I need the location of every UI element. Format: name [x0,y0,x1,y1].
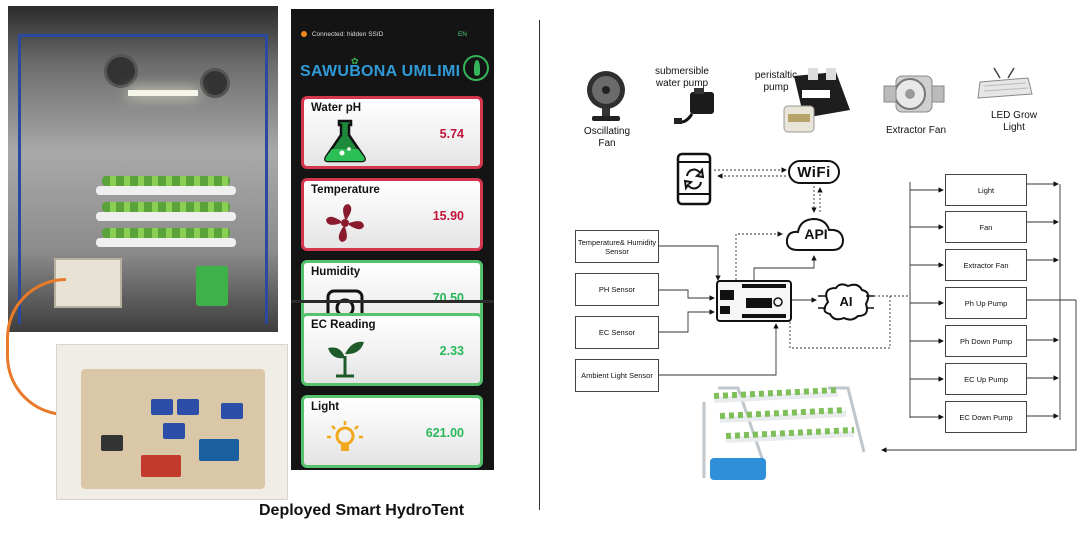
connection-status: Connected: hidden SSID [311,31,384,38]
oscillating-fan-icon [587,71,625,121]
wifi-node: WiFi [788,160,840,184]
led-grow-light-icon [977,67,1033,99]
extractor-fan-label: Extractor Fan [885,125,947,136]
light-bulb-icon [327,421,363,451]
peristaltic-pump-label: peristaltic pump [754,70,798,93]
arduino-board-icon [716,280,792,322]
wifi-label: WiFi [797,163,831,181]
tree-logo-icon [463,55,489,81]
submersible-pump-icon [674,88,714,124]
leaf-icon: ✿ [351,56,359,66]
mobile-app-screen: Connected: hidden SSID EN ✿ SAWUBONA UML… [291,9,494,470]
controller-board-area [81,369,265,489]
nutrient-bucket [196,266,228,306]
card-temperature[interactable]: Temperature 15.90 [301,178,483,251]
actuator-ph-down-pump: Ph Down Pump [945,325,1027,357]
ai-label: AI [839,294,853,309]
submersible-pump-label: submersible water pump [655,66,709,89]
app-brand: SAWUBONA UMLIMI [300,63,461,80]
card-value: 2.33 [439,344,464,358]
actuator-ec-up-pump: EC Up Pump [945,363,1027,395]
tent-frame [18,34,268,324]
api-cloud-icon [785,217,845,251]
controller-box-photo [56,344,288,500]
sensor-ph: PH Sensor [575,273,659,306]
card-water-ph[interactable]: Water pH 5.74 [301,96,483,169]
fan-icon [326,204,364,242]
card-value: 621.00 [425,426,464,440]
sensor-ec: EC Sensor [575,316,659,349]
status-bar: Connected: hidden SSID EN [301,31,487,43]
language-selector[interactable]: EN [457,31,467,38]
tent-fan-icon [104,54,138,88]
card-title: Light [311,401,340,413]
oscillating-fan-label: Oscillating Fan [583,126,631,149]
actuator-fan: Fan [945,211,1027,243]
panel-separator [539,20,540,510]
card-title: EC Reading [311,319,376,331]
smartphone-icon [676,152,712,206]
card-light[interactable]: Light 621.00 [301,395,483,468]
sensor-ambient-light: Ambient Light Sensor [575,359,659,392]
card-value: 5.74 [439,127,464,141]
screen-divider [291,300,494,303]
actuator-extractor-fan: Extractor Fan [945,249,1027,281]
extractor-fan-icon [883,75,945,113]
actuator-ph-up-pump: Ph Up Pump [945,287,1027,319]
card-title: Water pH [311,102,362,114]
card-ec-reading[interactable]: EC Reading 2.33 [301,313,483,386]
flask-icon [324,119,366,163]
api-label: API [804,226,828,242]
actuator-ec-down-pump: EC Down Pump [945,401,1027,433]
grow-tent-photo [8,6,278,332]
connection-icon [301,31,307,37]
card-title: Temperature [311,184,380,196]
hydroponic-rack-image [678,382,873,490]
figure-caption: Deployed Smart HydroTent [259,502,465,519]
grow-light-icon [128,90,198,96]
tent-fan-icon [200,68,230,98]
peristaltic-pump-icon [783,68,850,133]
seedling-icon [328,341,364,378]
card-title: Humidity [311,266,361,278]
led-grow-light-label: LED Grow Light [990,110,1038,133]
hydroponic-rack [96,176,236,256]
sensor-temperature-humidity: Temperature& Humidity Sensor [575,230,659,263]
card-value: 15.90 [432,209,464,223]
actuator-light: Light [945,174,1027,206]
